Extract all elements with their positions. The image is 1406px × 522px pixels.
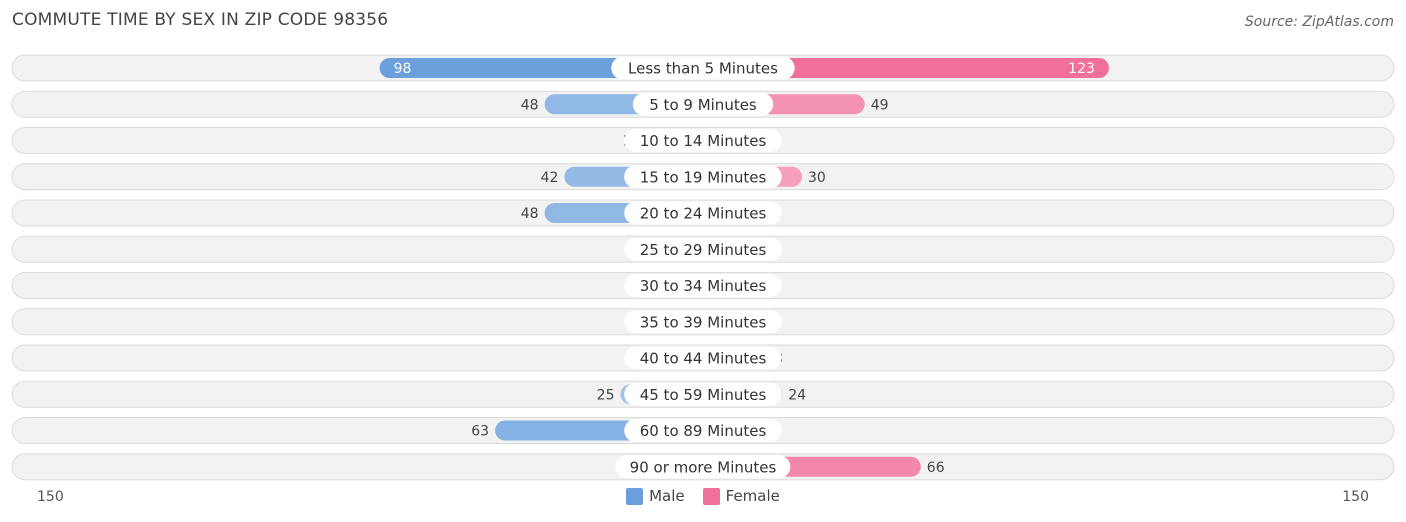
category-label: 40 to 44 Minutes [640, 350, 767, 368]
category-label-background [624, 382, 782, 406]
category-label-background [632, 92, 774, 116]
category-label-background [624, 274, 782, 297]
category-label-background [624, 310, 782, 334]
category-label-background [611, 56, 795, 80]
category-label: 15 to 19 Minutes [640, 168, 767, 186]
category-label: 60 to 89 Minutes [640, 422, 767, 440]
value-label-male: 63 [471, 424, 489, 440]
legend-item-male[interactable]: Male [626, 487, 685, 505]
legend-swatch-male [626, 487, 644, 505]
category-label-background [624, 237, 782, 261]
value-label-male: 25 [597, 387, 615, 403]
category-label-background [615, 455, 791, 479]
category-label-background [624, 346, 782, 370]
axis-label-right: 150 [1342, 489, 1369, 505]
category-label: 30 to 34 Minutes [640, 277, 767, 295]
legend-label-female: Female [725, 487, 780, 505]
bar-female [703, 58, 1109, 78]
value-label-male: 48 [521, 97, 539, 113]
category-label-background [624, 201, 782, 225]
chart-title: COMMUTE TIME BY SEX IN ZIP CODE 98356 [12, 10, 389, 30]
axis-label-left: 150 [37, 489, 64, 505]
value-label-female: 24 [788, 387, 806, 403]
category-label: 90 or more Minutes [630, 458, 777, 476]
category-label-background [624, 165, 782, 189]
value-label-female: 30 [808, 170, 826, 186]
value-label-male: 42 [541, 170, 559, 186]
legend: Male Female [0, 487, 1406, 505]
chart-source: Source: ZipAtlas.com [1244, 14, 1394, 30]
category-label: 5 to 9 Minutes [649, 96, 757, 114]
category-label: 10 to 14 Minutes [640, 132, 767, 150]
category-label: 45 to 59 Minutes [640, 386, 767, 404]
category-label: 20 to 24 Minutes [640, 205, 767, 223]
category-label: Less than 5 Minutes [628, 60, 778, 78]
category-label-background [624, 129, 782, 152]
value-label-female: 123 [1068, 61, 1095, 77]
legend-swatch-female [702, 487, 720, 505]
legend-item-female[interactable]: Female [702, 487, 780, 505]
category-label-background [624, 419, 782, 442]
legend-label-male: Male [649, 487, 685, 505]
value-label-male: 48 [521, 206, 539, 222]
value-label-male: 98 [394, 61, 412, 77]
value-label-female: 49 [871, 97, 889, 113]
category-label: 25 to 29 Minutes [640, 241, 767, 259]
value-label-female: 66 [927, 460, 945, 476]
category-label: 35 to 39 Minutes [640, 313, 767, 331]
